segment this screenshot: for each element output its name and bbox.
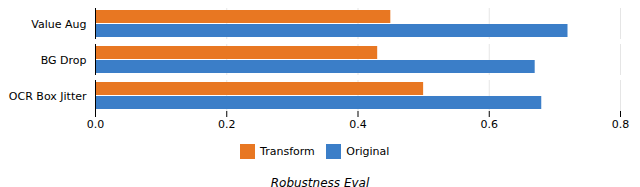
svg-text:0.4: 0.4 (349, 118, 367, 131)
svg-text:Value Aug: Value Aug (31, 18, 86, 31)
svg-text:0.8: 0.8 (612, 118, 630, 131)
svg-text:BG Drop: BG Drop (41, 54, 87, 67)
html-text:Transform: Transform (260, 145, 315, 158)
svg-text:0.0: 0.0 (87, 118, 105, 131)
html-text:Original: Original (346, 145, 390, 158)
svg-text:0.2: 0.2 (218, 118, 236, 131)
svg-text:0.6: 0.6 (481, 118, 499, 131)
svg-text:OCR Box Jitter: OCR Box Jitter (9, 90, 87, 103)
